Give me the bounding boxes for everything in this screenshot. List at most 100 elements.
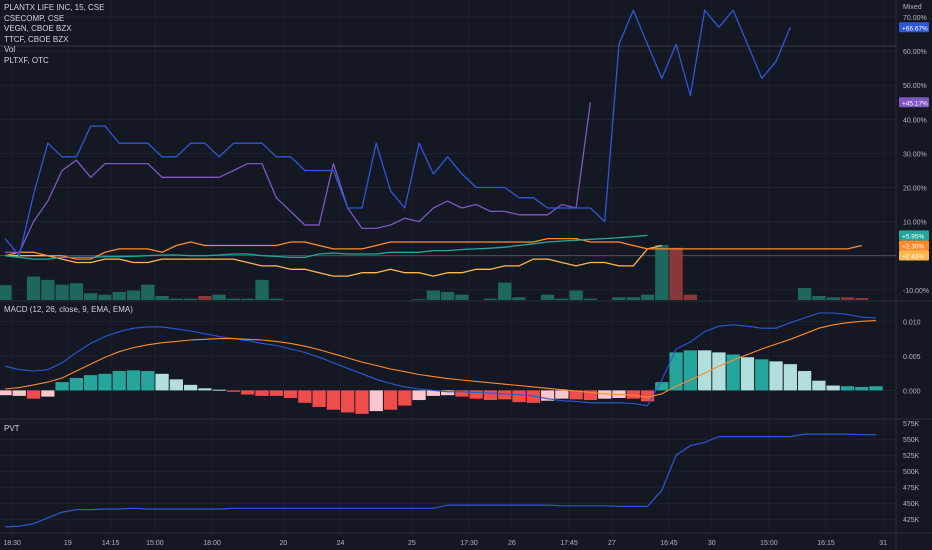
legend-entry-plantx[interactable]: PLANTX LIFE INC, 15, CSE <box>4 3 105 12</box>
x-tick-label: 17:45 <box>560 540 578 547</box>
x-tick-label: 18:00 <box>203 540 221 547</box>
macd-histogram-bar <box>855 386 869 391</box>
macd-histogram-bar <box>41 390 55 397</box>
main-pane-legend: PLANTX LIFE INC, 15, CSE CSECOMP, CSE VE… <box>4 3 104 66</box>
volume-bar <box>683 294 698 300</box>
macd-histogram-bar <box>569 390 583 400</box>
volume-bar <box>540 294 555 300</box>
x-tick-label: 30 <box>708 540 716 547</box>
macd-histogram-bar <box>241 390 255 395</box>
last-value-tag-bg <box>899 97 929 108</box>
volume-bar <box>55 284 69 300</box>
macd-histogram-bar <box>269 390 283 396</box>
y-tick-label: 450K <box>903 501 920 508</box>
y-tick-label: 20.00% <box>903 186 927 193</box>
macd-histogram-bar <box>626 390 640 399</box>
x-tick-label: 15:00 <box>146 540 164 547</box>
y-tick-label: 525K <box>903 453 920 460</box>
y-tick-label: 575K <box>903 421 920 428</box>
y-tick-label: 40.00% <box>903 117 927 124</box>
legend-entry-csecomp[interactable]: CSECOMP, CSE <box>4 13 65 23</box>
pvt-pane-title[interactable]: PVT <box>4 424 20 433</box>
legend-entry-vol[interactable]: Vol <box>4 45 16 54</box>
last-value-tag-text: +45.17% <box>902 100 928 107</box>
macd-histogram-bar <box>783 364 797 391</box>
volume-bar <box>840 297 855 300</box>
volume-bar <box>141 284 155 300</box>
volume-bar <box>655 245 669 300</box>
macd-histogram-bar <box>726 354 740 391</box>
legend-entry-vegn[interactable]: VEGN, CBOE BZX <box>4 24 72 33</box>
macd-histogram-bar <box>255 390 269 396</box>
macd-histogram-bar <box>126 370 141 391</box>
last-value-tag: +66.67% <box>899 22 929 33</box>
volume-bar <box>155 295 169 300</box>
series-line-4 <box>5 244 662 277</box>
macd-histogram-bar <box>797 371 812 391</box>
x-tick-label: 17:30 <box>460 540 478 547</box>
macd-histogram-bar <box>441 390 455 396</box>
y-tick-label: 30.00% <box>903 151 927 158</box>
volume-bar <box>426 290 440 300</box>
macd-histogram-bar <box>226 390 241 392</box>
last-value-tag-bg <box>899 240 929 251</box>
x-tick-label: 19 <box>64 540 72 547</box>
series-line-3 <box>4 237 862 260</box>
macd-histogram-bar <box>683 350 698 391</box>
volume-bar <box>0 285 12 300</box>
macd-histogram-bar <box>183 384 198 391</box>
macd-histogram-bar <box>640 390 655 402</box>
last-value-tag-text: +5.95% <box>902 233 924 240</box>
volume-bar <box>126 290 141 300</box>
macd-histogram-bar <box>26 390 41 399</box>
x-tick-label: 18:30 <box>3 540 21 547</box>
x-tick-label: 24 <box>337 540 345 547</box>
volume-bar <box>569 290 583 300</box>
x-tick-label: 26 <box>508 540 516 547</box>
volume-bar <box>226 298 241 300</box>
volume-bar <box>212 294 226 300</box>
x-tick-label: 16:15 <box>817 540 835 547</box>
volume-bar <box>498 282 512 300</box>
macd-histogram-bar <box>55 382 69 391</box>
x-tick-label: 20 <box>280 540 288 547</box>
macd-histogram-bar <box>0 390 12 396</box>
y-tick-label: 550K <box>903 437 920 444</box>
volume-bar <box>669 247 683 300</box>
legend-entry-pltxf[interactable]: PLTXF, OTC <box>4 55 49 65</box>
series-line-2 <box>4 234 648 260</box>
macd-histogram-bar <box>740 357 755 391</box>
x-tick-label: 25 <box>408 540 416 547</box>
legend-entry-ttcf[interactable]: TTCF, CBOE BZX <box>4 34 69 44</box>
volume-bar <box>255 279 269 300</box>
macd-histogram-bar <box>755 359 769 391</box>
y-tick-label: 0.005 <box>903 354 921 361</box>
volume-bar <box>26 276 41 300</box>
macd-histogram-bar <box>555 390 569 399</box>
macd-histogram-bar <box>469 390 483 399</box>
macd-histogram-bar <box>212 389 226 391</box>
macd-histogram-bar <box>84 375 98 391</box>
macd-histogram-bar <box>840 386 855 391</box>
macd-histogram-bar <box>412 390 426 401</box>
macd-histogram-bar <box>669 352 683 391</box>
x-tick-label: 14:15 <box>102 540 120 547</box>
macd-pane-title[interactable]: MACD (12, 26, close, 9, EMA, EMA) <box>4 305 133 314</box>
macd-histogram-bar <box>155 373 169 391</box>
volume-bar <box>640 294 655 300</box>
macd-histogram-bar <box>812 380 826 391</box>
last-value-tag-bg <box>899 230 929 241</box>
y-tick-label: 475K <box>903 485 920 492</box>
volume-bar <box>512 297 526 300</box>
x-tick-label: 16:45 <box>660 540 678 547</box>
last-value-tag: +2.43% <box>899 250 929 260</box>
macd-histogram-bar <box>283 390 298 398</box>
macd-histogram-bar <box>326 390 341 410</box>
y-tick-label: 500K <box>903 469 920 476</box>
volume-bar <box>169 298 183 300</box>
last-value-tag-text: +2.30% <box>902 243 924 250</box>
macd-histogram-bar <box>69 377 84 391</box>
volume-bar <box>412 299 426 300</box>
